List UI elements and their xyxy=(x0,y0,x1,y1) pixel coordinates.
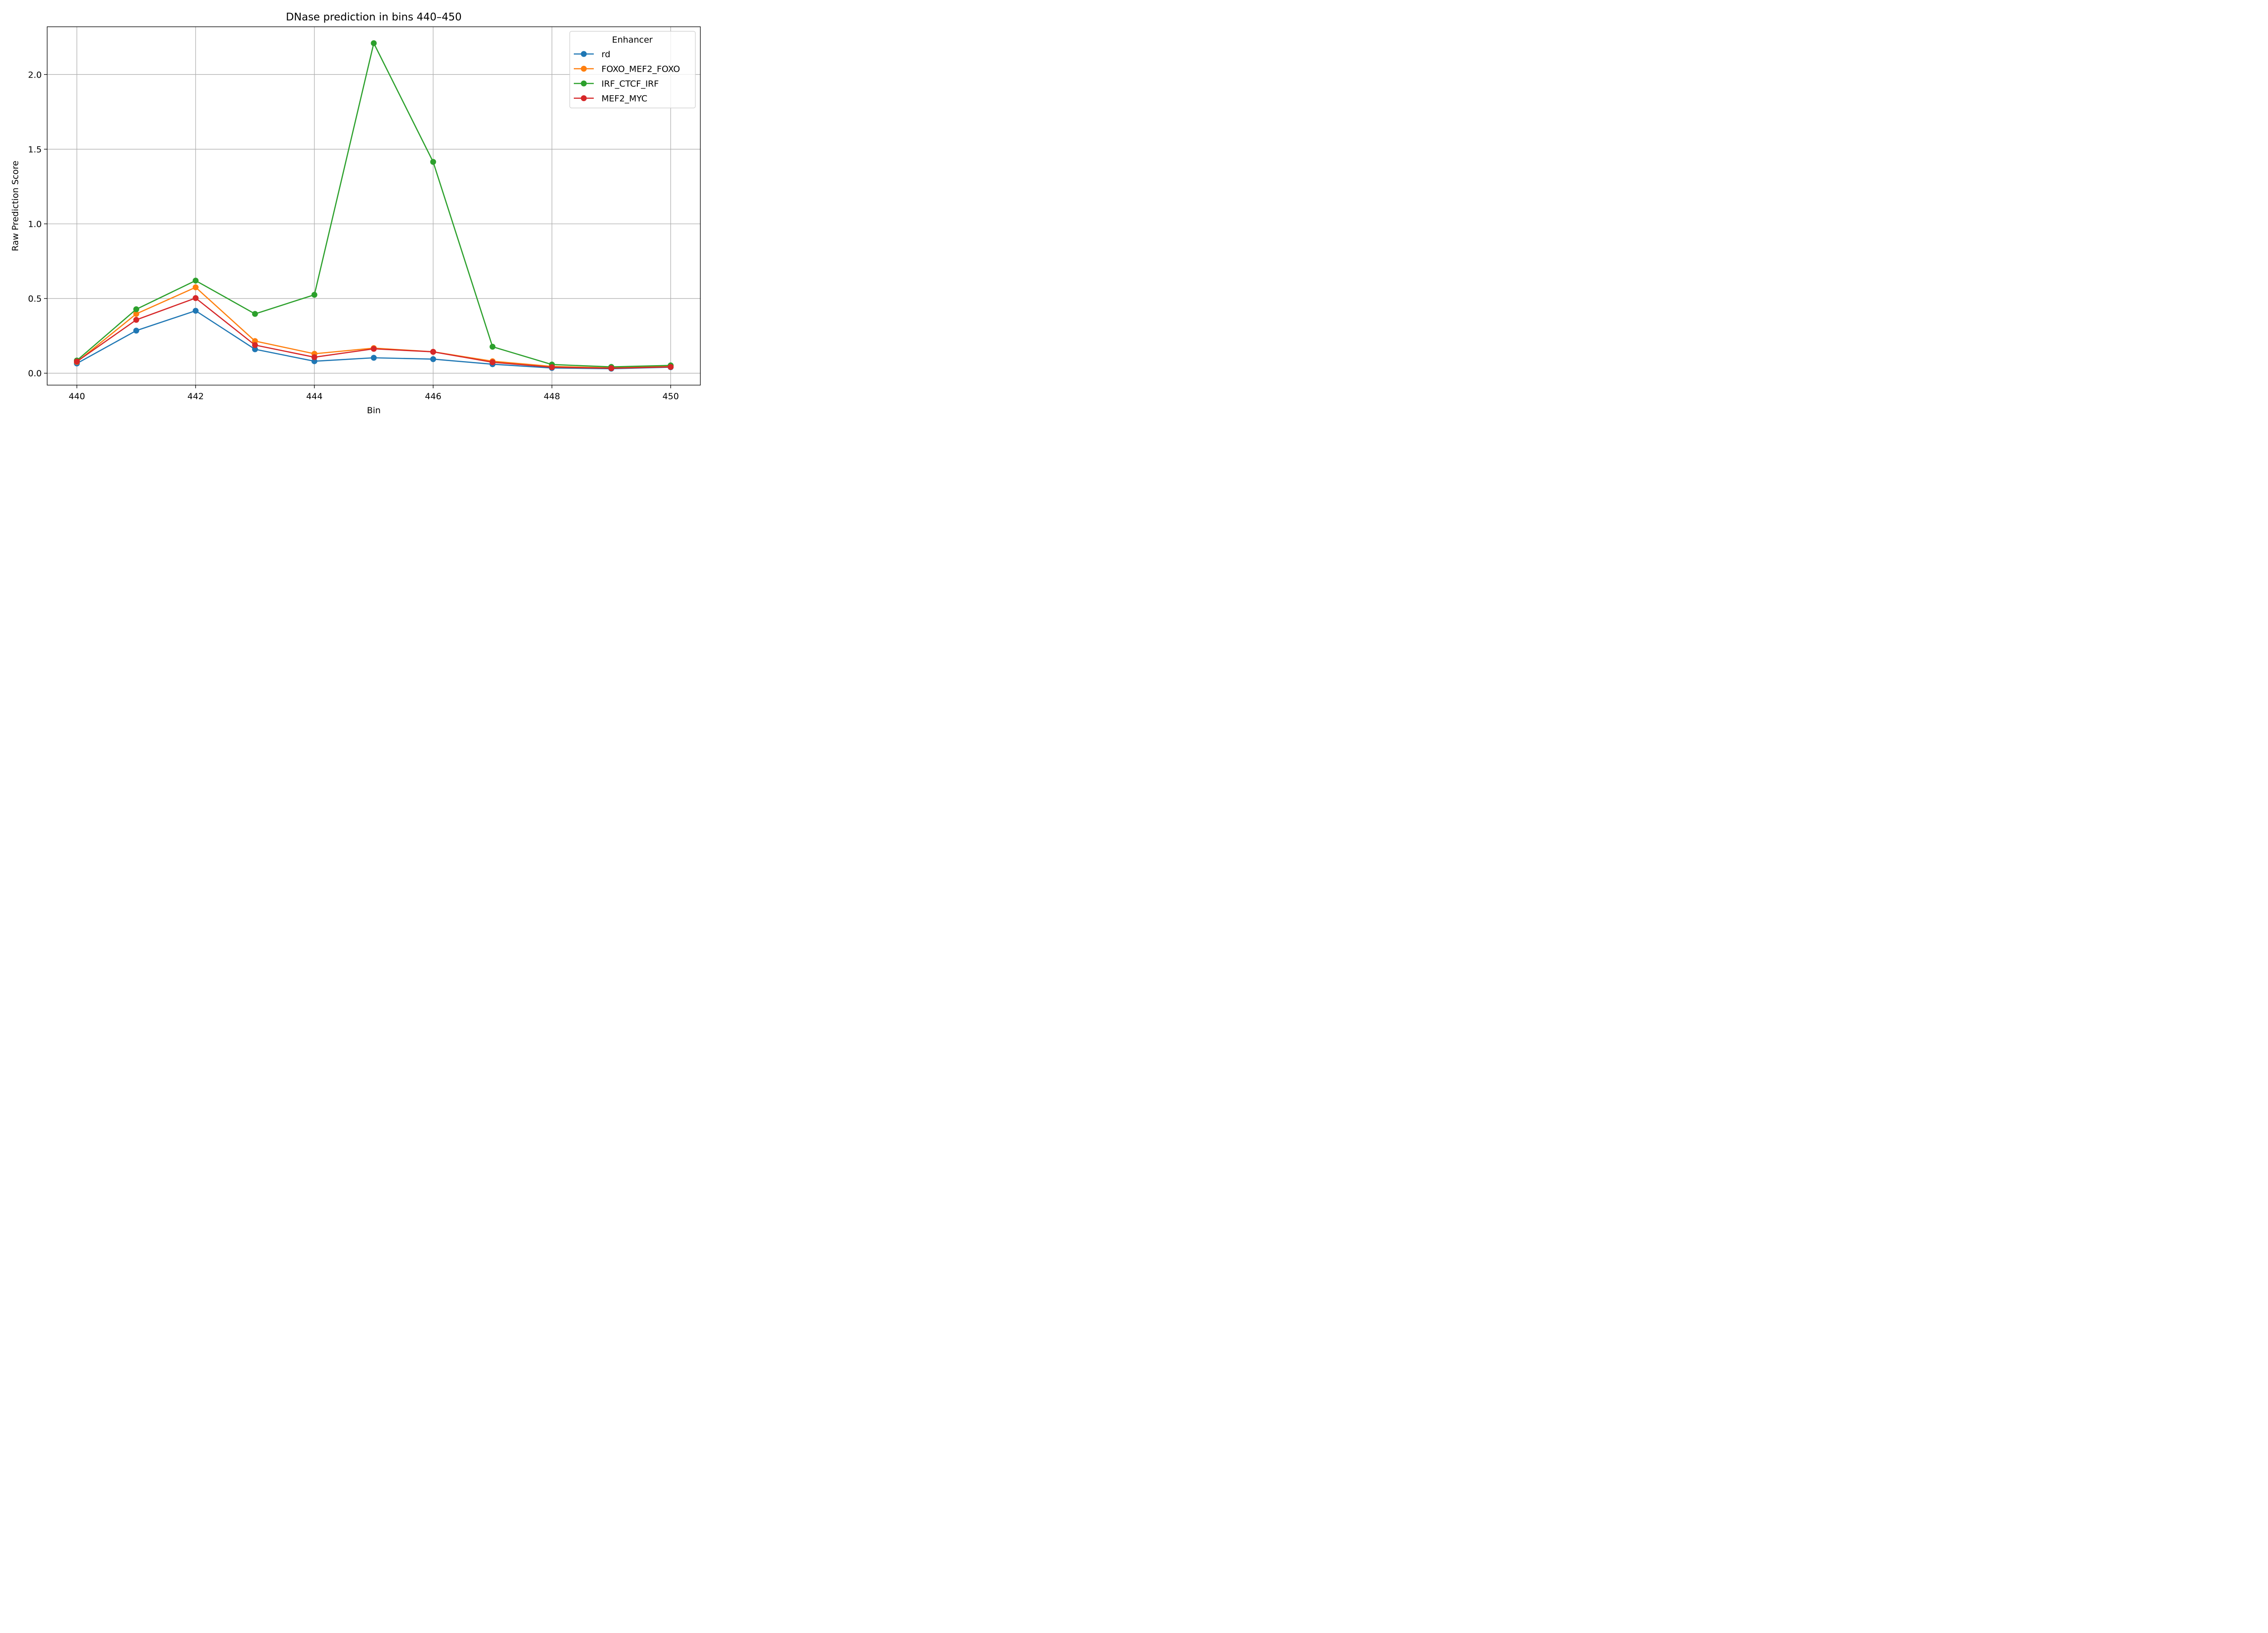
x-tick-label: 442 xyxy=(187,391,204,401)
data-point xyxy=(133,328,139,334)
data-point xyxy=(311,358,318,364)
y-axis-label: Raw Prediction Score xyxy=(10,161,20,251)
legend-item: rd xyxy=(574,49,611,59)
x-tick-label: 448 xyxy=(544,391,560,401)
series-rd xyxy=(73,308,674,372)
legend: Enhancer rd FOXO_MEF2_FOXO IRF_CTCF_IRF MEF… xyxy=(569,31,696,108)
data-point xyxy=(192,284,199,290)
legend-item: FOXO_MEF2_FOXO xyxy=(574,64,680,74)
data-point xyxy=(252,311,258,317)
x-axis-label: Bin xyxy=(367,406,381,416)
legend-swatch-marker xyxy=(581,66,587,72)
legend-swatch-marker xyxy=(581,51,587,57)
y-tick-label: 0.5 xyxy=(28,294,42,304)
x-tick-label: 450 xyxy=(662,391,679,401)
y-axis-ticks: 0.0 0.5 1.0 1.5 2.0 xyxy=(28,70,47,379)
legend-box xyxy=(569,31,696,108)
data-point xyxy=(133,306,139,313)
y-tick-label: 0.0 xyxy=(28,369,42,379)
series-group xyxy=(73,40,674,372)
legend-label: rd xyxy=(601,49,611,59)
legend-item: MEF2_MYC xyxy=(574,94,647,104)
data-point xyxy=(430,356,436,362)
legend-item: IRF_CTCF_IRF xyxy=(574,79,659,89)
data-point xyxy=(489,359,496,366)
data-point xyxy=(252,338,258,344)
data-point xyxy=(311,354,318,360)
x-tick-label: 440 xyxy=(68,391,85,401)
data-point xyxy=(430,349,436,355)
data-point xyxy=(668,364,674,370)
data-point xyxy=(192,308,199,314)
legend-label: MEF2_MYC xyxy=(601,94,647,104)
data-point xyxy=(311,292,318,298)
x-tick-label: 444 xyxy=(306,391,323,401)
series-MEF2_MYC xyxy=(73,295,674,372)
y-tick-label: 1.5 xyxy=(28,145,42,155)
data-point xyxy=(252,342,258,348)
data-point xyxy=(133,311,139,317)
data-point xyxy=(608,365,615,372)
y-tick-label: 1.0 xyxy=(28,220,42,230)
data-point xyxy=(371,40,377,46)
data-point xyxy=(371,355,377,361)
chart-title: DNase prediction in bins 440–450 xyxy=(286,11,462,23)
legend-label: FOXO_MEF2_FOXO xyxy=(601,64,680,74)
line-chart: DNase prediction in bins 440–450 440 442 4… xyxy=(10,11,701,416)
legend-swatch-marker xyxy=(581,95,587,101)
data-point xyxy=(430,159,436,165)
x-axis-ticks: 440 442 444 446 448 450 xyxy=(68,385,679,401)
legend-swatch-marker xyxy=(581,80,587,87)
data-point xyxy=(73,358,80,365)
data-point xyxy=(192,278,199,284)
data-point xyxy=(371,346,377,352)
legend-title: Enhancer xyxy=(612,35,653,45)
data-point xyxy=(489,343,496,350)
data-point xyxy=(252,346,258,352)
legend-label: IRF_CTCF_IRF xyxy=(601,79,659,89)
data-point xyxy=(549,364,555,370)
data-point xyxy=(192,295,199,301)
x-tick-label: 446 xyxy=(425,391,441,401)
data-point xyxy=(133,317,139,323)
plot-frame xyxy=(47,26,701,386)
y-tick-label: 2.0 xyxy=(28,70,42,80)
